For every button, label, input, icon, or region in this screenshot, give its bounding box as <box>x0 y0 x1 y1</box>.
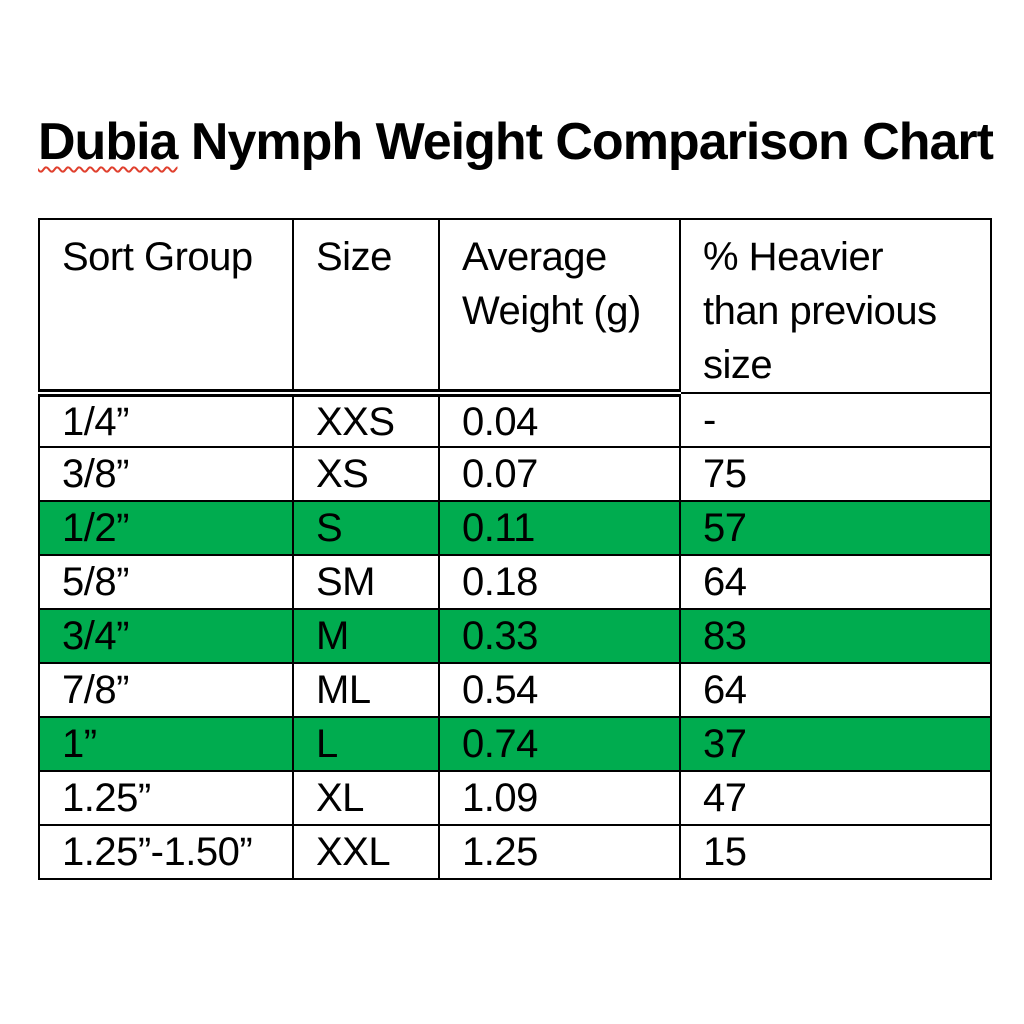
cell-sort-group: 1.25” <box>38 770 294 826</box>
cell-pct-heavier: 57 <box>679 500 992 556</box>
table-row: 1” L 0.74 37 <box>38 716 992 772</box>
cell-pct-heavier: 37 <box>679 716 992 772</box>
cell-pct-heavier: 64 <box>679 554 992 610</box>
cell-avg-weight: 0.11 <box>438 500 681 556</box>
cell-avg-weight: 0.04 <box>438 392 681 448</box>
cell-avg-weight: 0.74 <box>438 716 681 772</box>
table-row: 3/4” M 0.33 83 <box>38 608 992 664</box>
table-row: 1.25”-1.50” XXL 1.25 15 <box>38 824 992 880</box>
cell-size: SM <box>292 554 440 610</box>
cell-sort-group: 7/8” <box>38 662 294 718</box>
cell-sort-group: 1/2” <box>38 500 294 556</box>
cell-size: M <box>292 608 440 664</box>
column-header-average-weight: Average Weight (g) <box>438 218 681 397</box>
column-header-size: Size <box>292 218 440 397</box>
cell-size: XS <box>292 446 440 502</box>
cell-size: XXS <box>292 392 440 448</box>
table-row: 3/8” XS 0.07 75 <box>38 446 992 502</box>
cell-sort-group: 1” <box>38 716 294 772</box>
cell-sort-group: 1.25”-1.50” <box>38 824 294 880</box>
cell-size: ML <box>292 662 440 718</box>
table-row: 7/8” ML 0.54 64 <box>38 662 992 718</box>
cell-pct-heavier: 15 <box>679 824 992 880</box>
page-title: Dubia Nymph Weight Comparison Chart <box>38 113 994 171</box>
cell-avg-weight: 0.54 <box>438 662 681 718</box>
table-row: 1.25” XL 1.09 47 <box>38 770 992 826</box>
cell-avg-weight: 1.25 <box>438 824 681 880</box>
weight-comparison-table: Sort Group Size Average Weight (g) % Hea… <box>38 218 992 880</box>
cell-sort-group: 3/4” <box>38 608 294 664</box>
table-row: 5/8” SM 0.18 64 <box>38 554 992 610</box>
cell-avg-weight: 1.09 <box>438 770 681 826</box>
page-title-misspelled-word: Dubia <box>38 113 178 171</box>
cell-size: L <box>292 716 440 772</box>
table-row: 1/4” XXS 0.04 - <box>38 392 992 448</box>
cell-pct-heavier: 75 <box>679 446 992 502</box>
cell-avg-weight: 0.07 <box>438 446 681 502</box>
table-header-row: Sort Group Size Average Weight (g) % Hea… <box>38 218 992 397</box>
cell-sort-group: 5/8” <box>38 554 294 610</box>
cell-size: XXL <box>292 824 440 880</box>
table-row: 1/2” S 0.11 57 <box>38 500 992 556</box>
cell-sort-group: 1/4” <box>38 392 294 448</box>
cell-size: XL <box>292 770 440 826</box>
cell-pct-heavier: 47 <box>679 770 992 826</box>
page-title-rest: Nymph Weight Comparison Chart <box>177 113 994 171</box>
cell-avg-weight: 0.33 <box>438 608 681 664</box>
column-header-sort-group: Sort Group <box>38 218 294 397</box>
cell-pct-heavier: - <box>679 392 992 448</box>
cell-sort-group: 3/8” <box>38 446 294 502</box>
cell-avg-weight: 0.18 <box>438 554 681 610</box>
cell-pct-heavier: 64 <box>679 662 992 718</box>
cell-pct-heavier: 83 <box>679 608 992 664</box>
cell-size: S <box>292 500 440 556</box>
column-header-pct-heavier: % Heavier than previous size <box>679 218 992 394</box>
